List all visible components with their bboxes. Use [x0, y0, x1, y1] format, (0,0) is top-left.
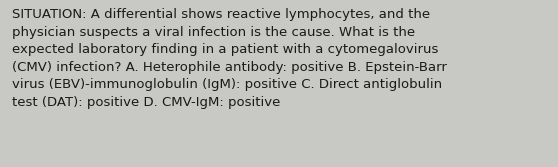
Text: SITUATION: A differential shows reactive lymphocytes, and the
physician suspects: SITUATION: A differential shows reactive… [12, 8, 447, 109]
